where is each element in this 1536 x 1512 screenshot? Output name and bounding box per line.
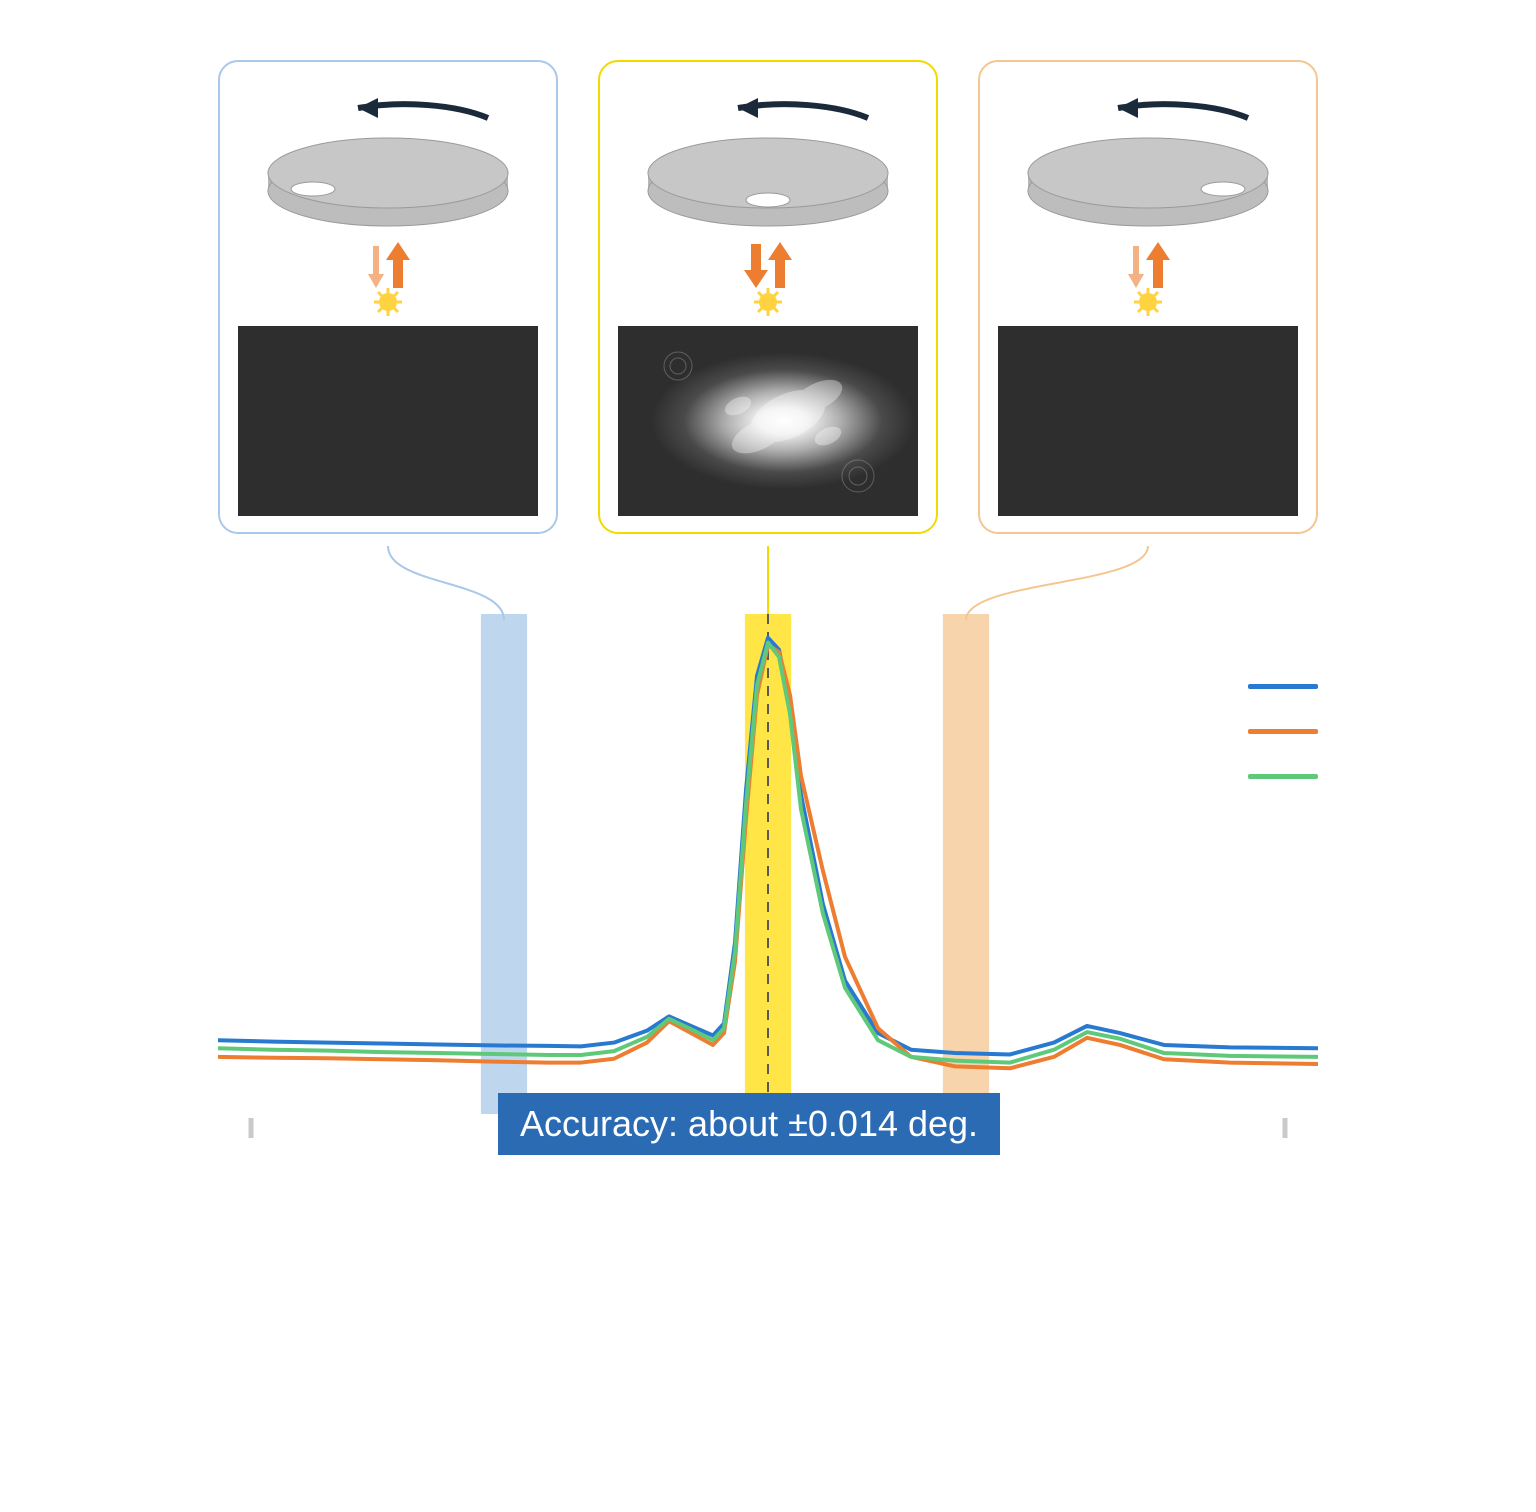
legend (1248, 684, 1318, 779)
panel-center (598, 60, 938, 534)
legend-series-1 (1248, 684, 1318, 689)
legend-series-3 (1248, 774, 1318, 779)
panels-row (40, 60, 1496, 534)
image-right-dark (998, 326, 1298, 516)
arrows-right (996, 238, 1300, 318)
image-left-dark (238, 326, 538, 516)
panel-right (978, 60, 1318, 534)
chart-svg (218, 594, 1318, 1174)
accuracy-label: Accuracy: about ±0.014 deg. (498, 1093, 1000, 1155)
panel-left (218, 60, 558, 534)
disc-center (616, 78, 920, 238)
chart-area: Accuracy: about ±0.014 deg. (218, 594, 1318, 1234)
disc-left (236, 78, 540, 238)
arrows-left (236, 238, 540, 318)
disc-right (996, 78, 1300, 238)
arrows-center (616, 238, 920, 318)
legend-series-2 (1248, 729, 1318, 734)
image-center-bright (618, 326, 918, 516)
